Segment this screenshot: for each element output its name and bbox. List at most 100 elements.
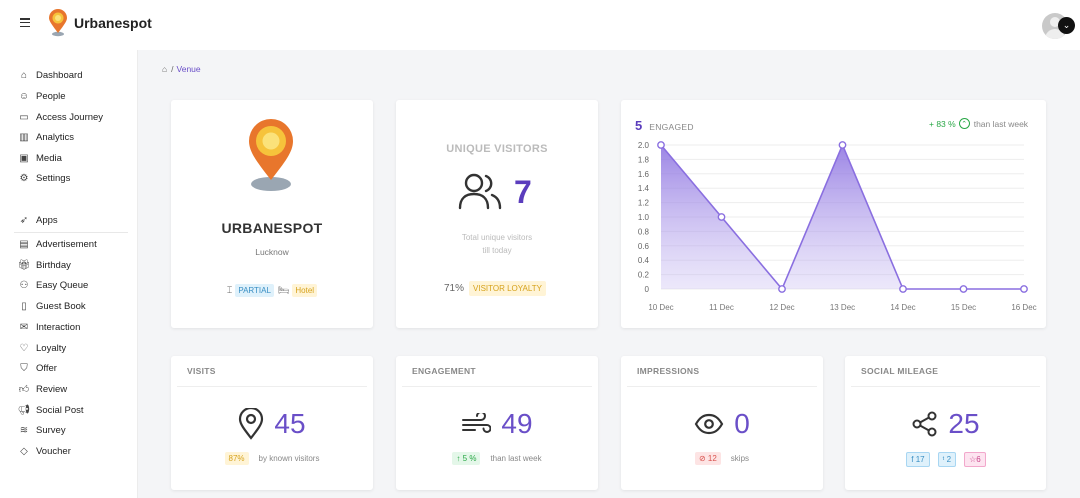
bed-icon: 🛏︎ [277,285,290,295]
engaged-count: 5 [635,118,643,133]
sidebar-item-label: Interaction [36,321,81,333]
chevron-down-icon[interactable]: ⌄ [1058,17,1075,34]
loyalty-percent: 71% [444,283,465,294]
sidebar-item-settings[interactable]: ⚙ Settings [18,172,71,184]
x-tick-label: 15 Dec [951,303,976,312]
offer-icon: ⛉ [20,362,28,374]
book-icon: ▯ [21,300,27,312]
data-point [959,285,968,293]
sidebar-item-dashboard[interactable]: ⌂ Dashboard [18,69,83,81]
sidebar-item-label: Guest Book [36,300,86,312]
sidebar-item-social-post[interactable]: 📢︎ Social Post [18,404,84,416]
y-tick-label: 0 [645,285,650,294]
y-tick-label: 0.8 [638,227,650,236]
engagement-value: 49 [501,408,533,439]
unique-visitors-count: 7 [514,173,532,210]
visits-title: VISITS [187,366,216,376]
brand[interactable]: Urbanespot [48,9,152,37]
sidebar-divider [14,232,128,233]
engagement-main: 49 [396,408,598,440]
sidebar-item-birthday[interactable]: 🎁︎ Birthday [18,259,71,271]
app-name: Urbanespot [74,15,152,31]
venue-card: URBANESPOT Lucknow ⌶ PARTIAL 🛏︎ Hotel [171,100,373,328]
sidebar-item-easy-queue[interactable]: ⚇ Easy Queue [18,279,89,291]
sidebar-item-guest-book[interactable]: ▯ Guest Book [18,300,86,312]
sidebar-item-label: Apps [36,214,58,226]
sidebar-item-label: Birthday [36,259,71,271]
gift-icon: 🎁︎ [17,259,31,271]
impressions-sub: ⊘ 12 skips [621,452,823,465]
social-mileage-value: 25 [948,408,980,439]
instagram-count: 6 [976,455,981,464]
engagement-pill: ↑ 5 % [452,452,481,465]
users-icon: ⚇ [19,279,29,291]
bar-chart-icon: ▥ [19,131,29,143]
sidebar-item-label: Review [36,383,68,395]
sidebar-item-offer[interactable]: ⛉ Offer [18,362,57,374]
billboard-icon: ▤ [19,238,29,250]
sidebar-item-people[interactable]: ☺ People [18,90,66,102]
sidebar-item-advertisement[interactable]: ▤ Advertisement [18,238,96,250]
visits-sub: 87% by known visitors [171,452,373,465]
sidebar-item-review[interactable]: 👍︎ Review [18,383,68,396]
router-icon: ⌶ [226,285,233,295]
menu-icon[interactable] [20,18,30,28]
impressions-sub-label: skips [730,454,750,463]
sidebar-item-analytics[interactable]: ▥ Analytics [18,131,74,143]
data-point [838,141,847,149]
y-tick-label: 1.2 [638,199,650,208]
eye-off-icon: ⊘ [698,454,706,463]
impressions-value: 0 [734,408,750,439]
sidebar-item-interaction[interactable]: ✉ Interaction [18,321,81,333]
home-icon[interactable]: ⌂ [162,64,168,74]
sidebar-item-survey[interactable]: ≋ Survey [18,424,66,436]
desc-line: Total unique visitors [461,233,533,242]
sidebar-item-voucher[interactable]: ◇ Voucher [18,445,71,457]
visits-sub-label: by known visitors [258,454,320,463]
sidebar: ⌂ Dashboard ☺ People ▭ Access Journey ▥ Anal… [0,50,138,498]
rocket-icon: ➶ [19,214,29,226]
engaged-header: 5 ENGAGED [635,118,694,133]
visits-pill: 87% [224,452,249,465]
impressions-pill: ⊘ 12 [694,452,721,465]
x-tick-label: 10 Dec [648,303,673,312]
location-pin-icon [239,408,264,440]
star-icon: ☆ [969,455,977,464]
visitor-loyalty: 71% VISITOR LOYALTY [444,281,546,296]
impressions-main: 0 [621,408,823,440]
unique-visitors-title: UNIQUE VISITORS [446,143,548,155]
engagement-sub: ↑ 5 % than last week [396,452,598,465]
image-icon: ▣ [19,152,29,164]
x-tick-label: 14 Dec [890,303,915,312]
data-point [899,285,907,293]
breadcrumb-current: Venue [176,64,201,74]
breadcrumb-separator: / [171,64,174,74]
data-point [717,213,726,221]
user-icon: ☺ [18,90,30,102]
engaged-chart: 0 0.2 0.4 0.6 0.8 1.0 1.2 1.4 1.6 1.8 2.0 10 Dec 11 … [638,141,1037,312]
social-sub: f 17 ᵗ 2 ☆6 [845,452,1047,467]
visits-value: 45 [274,408,306,439]
engagement-title: ENGAGEMENT [412,366,476,376]
impressions-card: IMPRESSIONS 0 ⊘ 12 skips [621,356,823,490]
wind-icon [462,413,492,433]
venue-pin-icon [249,119,293,191]
trend-value: + 83 % [929,118,956,129]
facebook-badge: f 17 [906,452,930,467]
y-tick-label: 1.4 [638,184,650,193]
thumbs-up-icon: 👍︎ [18,384,30,395]
unique-visitors-description: Total unique visitors till today [396,231,598,257]
sidebar-item-loyalty[interactable]: ♡ Loyalty [18,342,67,354]
sidebar-item-apps[interactable]: ➶ Apps [18,214,58,226]
sidebar-item-access-journey[interactable]: ▭ Access Journey [18,111,103,123]
sidebar-item-media[interactable]: ▣ Media [18,152,62,164]
home-icon: ⌂ [20,69,28,81]
y-tick-label: 1.0 [638,213,650,222]
y-tick-label: 1.6 [638,170,650,179]
data-point [657,141,665,149]
sidebar-item-label: People [36,90,66,102]
y-tick-label: 0.2 [638,271,650,280]
trend-suffix: than last week [973,118,1029,129]
venue-tags: ⌶ PARTIAL 🛏︎ Hotel [171,284,373,297]
data-point [1020,285,1028,293]
